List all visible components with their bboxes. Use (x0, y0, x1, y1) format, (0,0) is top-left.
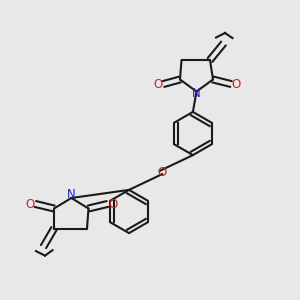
Text: N: N (67, 188, 76, 202)
Text: O: O (26, 197, 34, 211)
Text: N: N (192, 86, 201, 100)
Text: O: O (154, 77, 163, 91)
Text: O: O (232, 77, 241, 91)
Text: O: O (157, 166, 167, 179)
Text: O: O (108, 197, 117, 211)
